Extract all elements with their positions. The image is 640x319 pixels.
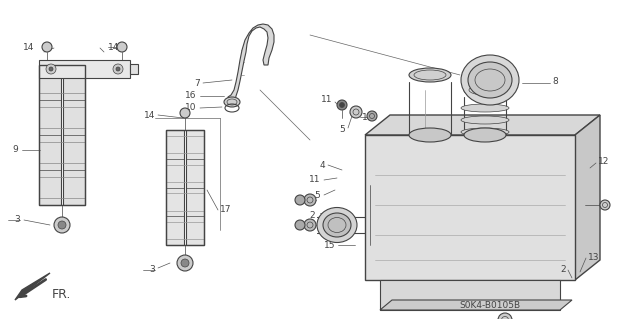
- Text: 4: 4: [319, 160, 325, 169]
- Ellipse shape: [323, 213, 351, 237]
- Ellipse shape: [461, 55, 519, 105]
- Circle shape: [367, 111, 377, 121]
- Text: 1: 1: [362, 113, 368, 122]
- Ellipse shape: [409, 68, 451, 82]
- Text: 13: 13: [588, 253, 600, 262]
- Circle shape: [295, 220, 305, 230]
- Text: 11: 11: [321, 95, 332, 105]
- Text: 8: 8: [552, 78, 557, 86]
- Polygon shape: [228, 24, 274, 103]
- Polygon shape: [365, 115, 600, 135]
- Polygon shape: [63, 65, 85, 205]
- Ellipse shape: [317, 207, 357, 242]
- Ellipse shape: [224, 97, 240, 107]
- Text: 5: 5: [314, 190, 320, 199]
- Polygon shape: [130, 64, 138, 74]
- Text: 14: 14: [143, 110, 155, 120]
- Circle shape: [350, 106, 362, 118]
- Text: 2: 2: [309, 211, 315, 219]
- Text: 2: 2: [561, 265, 566, 275]
- Text: 17: 17: [220, 205, 232, 214]
- Ellipse shape: [409, 128, 451, 142]
- Circle shape: [339, 102, 344, 108]
- Circle shape: [181, 259, 189, 267]
- Circle shape: [304, 194, 316, 206]
- Text: 16: 16: [184, 92, 196, 100]
- Ellipse shape: [461, 128, 509, 136]
- Circle shape: [177, 255, 193, 271]
- Text: 10: 10: [184, 103, 196, 113]
- Circle shape: [113, 64, 123, 74]
- Circle shape: [180, 108, 190, 118]
- Ellipse shape: [461, 104, 509, 112]
- Text: 3: 3: [14, 216, 20, 225]
- Circle shape: [49, 67, 53, 71]
- Text: 11: 11: [308, 175, 320, 184]
- Text: S0K4-B0105B: S0K4-B0105B: [460, 300, 520, 309]
- Circle shape: [58, 221, 66, 229]
- Ellipse shape: [468, 62, 512, 98]
- Circle shape: [337, 100, 347, 110]
- Ellipse shape: [464, 83, 506, 97]
- Ellipse shape: [461, 116, 509, 124]
- Circle shape: [304, 219, 316, 231]
- Circle shape: [116, 67, 120, 71]
- Text: 14: 14: [22, 42, 34, 51]
- Circle shape: [600, 200, 610, 210]
- Circle shape: [117, 42, 127, 52]
- Circle shape: [295, 195, 305, 205]
- Text: FR.: FR.: [52, 288, 72, 301]
- Polygon shape: [39, 65, 61, 205]
- Circle shape: [42, 42, 52, 52]
- Polygon shape: [380, 300, 572, 310]
- Polygon shape: [166, 130, 184, 245]
- Polygon shape: [365, 135, 575, 280]
- Polygon shape: [186, 130, 204, 245]
- Circle shape: [46, 64, 56, 74]
- Text: 3: 3: [149, 265, 155, 275]
- Text: 7: 7: [195, 78, 200, 87]
- Text: 12: 12: [598, 158, 609, 167]
- Circle shape: [54, 217, 70, 233]
- Ellipse shape: [464, 128, 506, 142]
- Text: 15: 15: [323, 241, 335, 249]
- Text: 9: 9: [12, 145, 18, 154]
- Polygon shape: [15, 273, 50, 300]
- Polygon shape: [575, 115, 600, 280]
- Polygon shape: [380, 280, 560, 310]
- Text: 14: 14: [108, 42, 120, 51]
- Polygon shape: [39, 60, 130, 78]
- Text: 5: 5: [339, 125, 345, 135]
- Circle shape: [498, 313, 512, 319]
